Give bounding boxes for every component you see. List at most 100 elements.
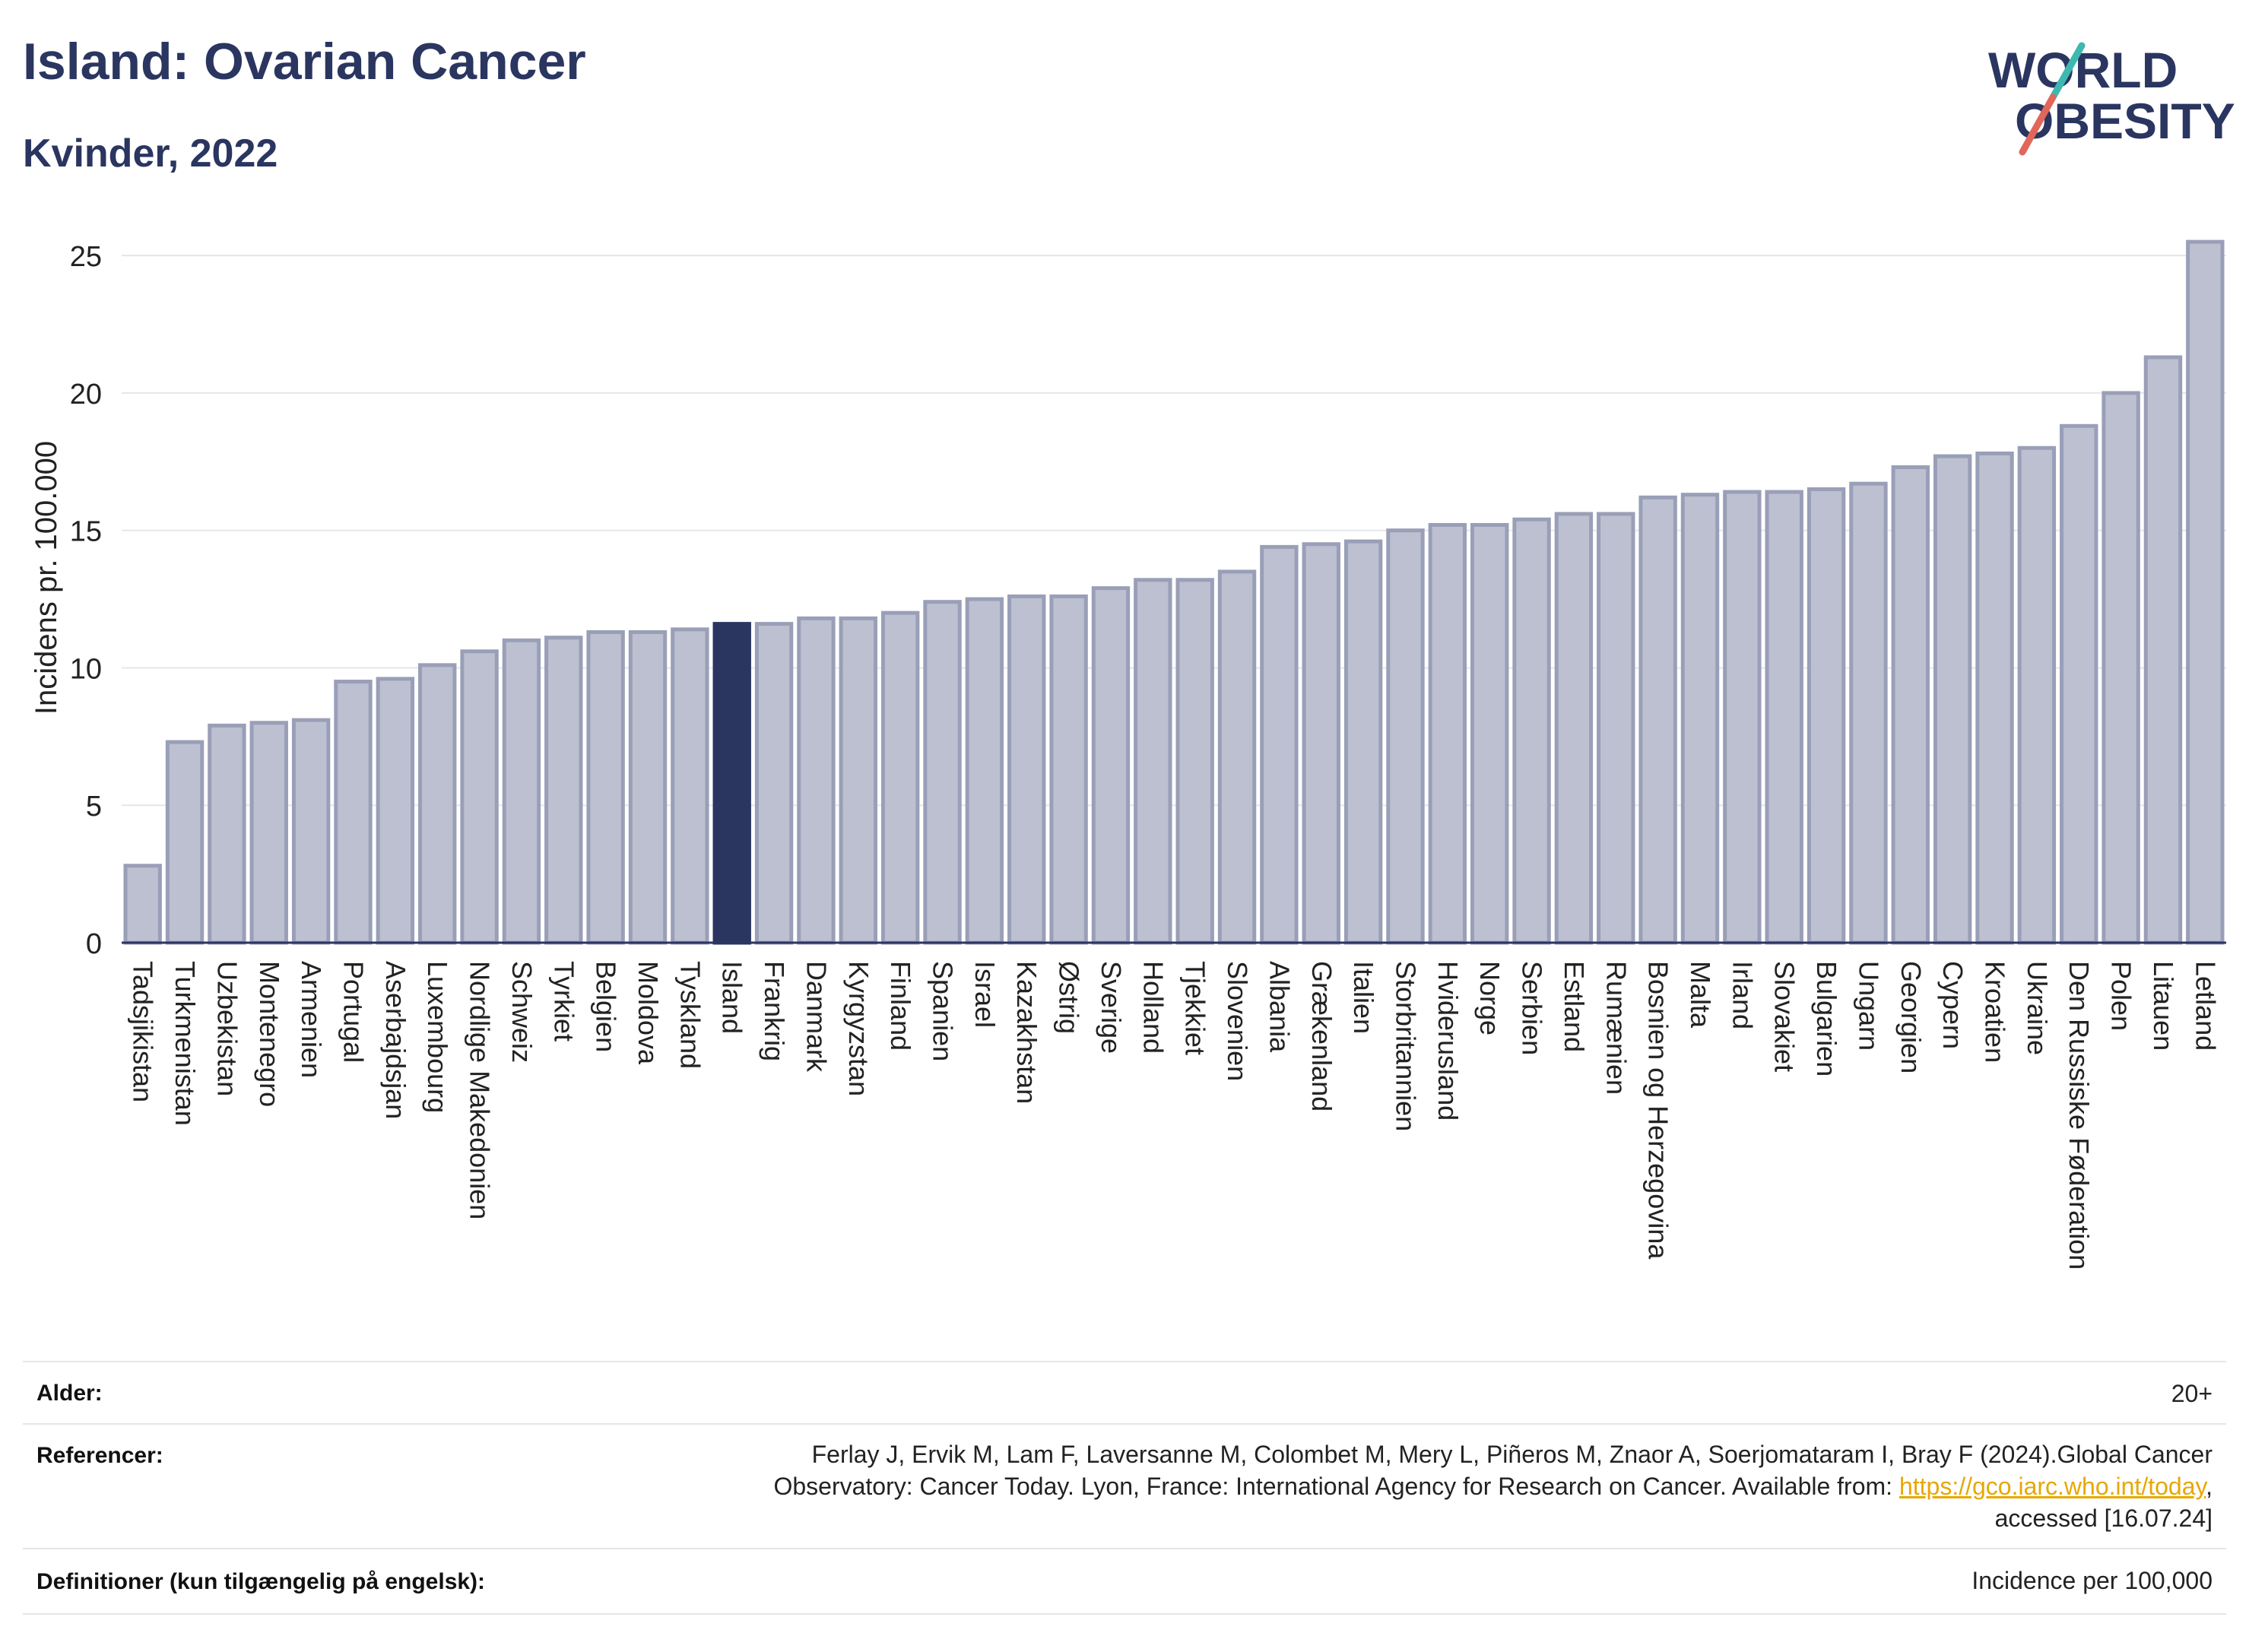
x-tick-label: Tjekkiet (1180, 961, 1211, 1055)
bar-schweiz (502, 638, 541, 945)
bar-østrig (1049, 594, 1088, 945)
bar-tadsjikistan (123, 864, 162, 945)
definitions-value: Incidence per 100,000 (1971, 1567, 2213, 1594)
x-tick-label: Litauen (2148, 961, 2179, 1051)
x-tick-label: Spanien (928, 961, 959, 1061)
x-tick-label: Frankrig (759, 961, 790, 1061)
x-tick-label: Østrig (1054, 961, 1085, 1034)
bar-ungarn (1849, 481, 1888, 945)
reference-line-2-text: Observatory: Cancer Today. Lyon, France:… (773, 1473, 1893, 1500)
bar-aserbajdsjan (376, 677, 415, 945)
bar-chart: 0 5 10 15 20 25 Tadsjikistan Turkmenistan Uzbeki… (30, 239, 2226, 1270)
x-tick-label: Tadsjikistan (128, 961, 159, 1102)
x-tick-label: Island (717, 961, 748, 1034)
reference-link[interactable]: https://gco.iarc.who.int/today (1898, 1473, 2206, 1500)
footer-age-row: Alder: 20+ (23, 1361, 2226, 1425)
x-tick-label: Luxembourg (422, 961, 453, 1113)
x-tick-label: Finland (885, 961, 916, 1051)
world-obesity-logo: WORLD OBESITY (1988, 42, 2235, 156)
references-label: Referencer: (36, 1443, 163, 1468)
bar-israel (965, 597, 1004, 945)
definitions-label: Definitioner (kun tilgængelig på engelsk… (36, 1569, 486, 1594)
x-tick-label: Storbritannien (1390, 961, 1421, 1131)
bar-den-russiske-føderation (2060, 423, 2098, 945)
y-tick-label: 10 (70, 653, 102, 685)
x-tick-label: Estland (1559, 961, 1590, 1052)
bar-rumænien (1597, 512, 1635, 945)
x-tick-label: Nordlige Makedonien (465, 961, 496, 1219)
x-tick-label: Kyrgyzstan (843, 961, 874, 1096)
x-tick-label: Kroatien (1980, 961, 2011, 1063)
bar-litauen (2143, 355, 2183, 945)
x-tick-label: Irland (1727, 961, 1758, 1029)
x-tick-label: Malta (1685, 961, 1716, 1029)
axis-layer: 0 5 10 15 20 25 Tadsjikistan Turkmenistan Uzbeki… (70, 241, 2226, 1270)
x-tick-label: Tyrkiet (548, 961, 579, 1042)
x-tick-label: Holland (1137, 961, 1169, 1054)
x-tick-label: Georgien (1895, 961, 1927, 1073)
x-tick-label: Cypern (1937, 961, 1968, 1049)
bar-estland (1554, 512, 1594, 945)
y-tick-label: 5 (86, 791, 102, 823)
y-axis-label: Incidens pr. 100.000 (30, 441, 63, 715)
bar-albania (1260, 544, 1299, 945)
bar-island (712, 622, 751, 945)
x-tick-label: Armenien (296, 961, 327, 1078)
bar-kroatien (1975, 451, 2014, 945)
logo-line1: WORLD (1988, 42, 2178, 98)
bar-grækenland (1302, 542, 1340, 945)
bar-ukraine (2017, 446, 2057, 945)
age-label: Alder: (36, 1381, 103, 1406)
bar-portugal (334, 680, 373, 945)
references-text: Ferlay J, Ervik M, Lam F, Laversanne M, … (773, 1438, 2213, 1534)
bar-uzbekistan (208, 723, 246, 945)
x-tick-label: Albania (1264, 961, 1295, 1053)
bar-nordlige-makedonien (460, 649, 499, 945)
bar-frankrig (754, 622, 794, 945)
x-tick-label: Letland (2190, 961, 2221, 1051)
bar-norge (1470, 522, 1509, 945)
x-tick-label: Danmark (801, 961, 832, 1073)
y-tick-label: 25 (70, 241, 102, 273)
reference-line-1: Ferlay J, Ervik M, Lam F, Laversanne M, … (811, 1441, 2213, 1468)
x-tick-label: Schweiz (506, 961, 538, 1063)
bar-bulgarien (1806, 487, 1846, 945)
x-tick-label: Portugal (338, 961, 369, 1063)
bar-polen (2101, 391, 2140, 945)
x-tick-label: Serbien (1517, 961, 1548, 1055)
x-tick-label: Grækenland (1306, 961, 1337, 1111)
reference-line-2: Observatory: Cancer Today. Lyon, France:… (773, 1473, 2213, 1500)
age-value: 20+ (2171, 1380, 2213, 1407)
bar-belgien (586, 629, 625, 945)
bar-holland (1134, 578, 1172, 945)
x-tick-label: Bosnien og Herzegovina (1643, 961, 1674, 1260)
x-tick-label: Slovenien (1222, 961, 1253, 1081)
bars-layer (123, 239, 2225, 945)
bar-montenegro (249, 721, 288, 945)
x-tick-label: Ungarn (1853, 961, 1884, 1051)
page-subtitle: Kvinder, 2022 (23, 132, 278, 176)
y-tick-label: 20 (70, 379, 102, 411)
bar-hviderusland (1428, 522, 1467, 945)
x-tick-label: Turkmenistan (170, 961, 201, 1126)
x-tick-label: Montenegro (254, 961, 285, 1107)
x-tick-label: Sverige (1096, 961, 1127, 1054)
bar-tyrkiet (544, 636, 583, 945)
x-tick-label: Ukraine (2022, 961, 2053, 1055)
x-tick-label: Norge (1474, 961, 1505, 1035)
x-tick-label: Italien (1348, 961, 1379, 1034)
bar-irland (1723, 490, 1762, 945)
x-tick-label: Belgien (591, 961, 622, 1052)
bar-tjekkiet (1175, 578, 1214, 945)
logo-slash-teal (2049, 42, 2086, 101)
bar-kyrgyzstan (839, 616, 877, 945)
x-tick-label: Israel (969, 961, 1001, 1028)
x-tick-label: Bulgarien (1811, 961, 1842, 1076)
footer-references-row: Referencer: Ferlay J, Ervik M, Lam F, La… (23, 1423, 2226, 1549)
bar-bosnien-og-herzegovina (1638, 495, 1677, 945)
y-tick-label: 15 (70, 516, 102, 548)
bar-serbien (1512, 517, 1551, 945)
x-tick-label: Aserbajdsjan (380, 961, 411, 1119)
reference-line-3: accessed [16.07.24] (1994, 1505, 2213, 1532)
bar-tyskland (671, 627, 709, 945)
